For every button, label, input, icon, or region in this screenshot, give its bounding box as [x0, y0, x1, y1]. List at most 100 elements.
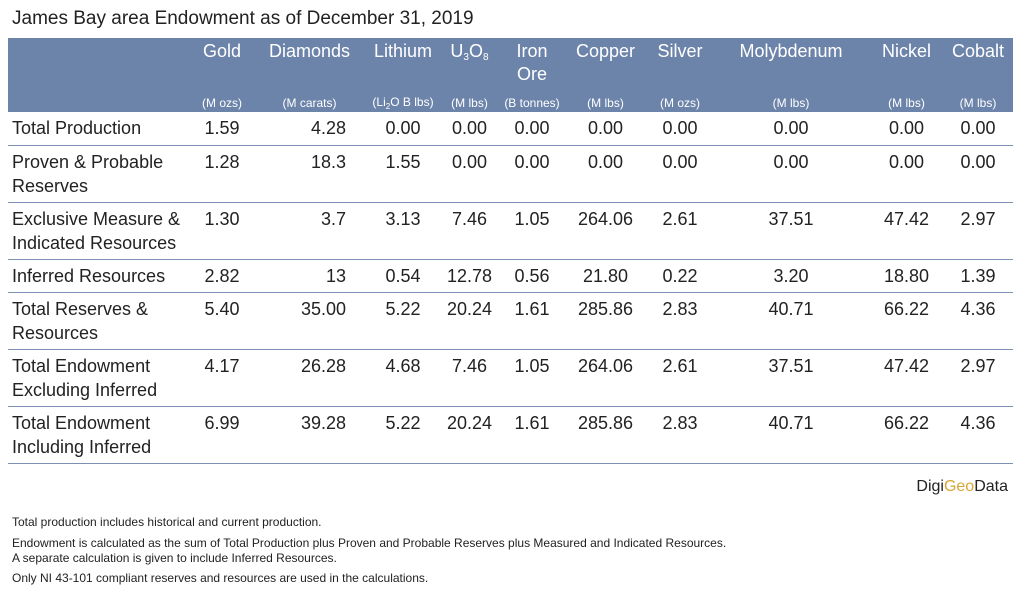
cell-iron-ore: 0.00	[501, 112, 563, 146]
cell-gold: 2.82	[193, 259, 251, 293]
footnote: A separate calculation is given to inclu…	[12, 551, 337, 565]
table-row: Total Endowment Including Inferred 6.99 39…	[8, 406, 1013, 464]
table-row: Total Reserves & Resources 5.40 35.00 5.22 2…	[8, 292, 1013, 350]
cell-nickel: 47.42	[870, 202, 943, 260]
digigeodata-logo: DigiGeoData	[916, 478, 1008, 495]
cell-diamonds: 3.7	[251, 202, 368, 260]
cell-copper: 285.86	[563, 406, 648, 464]
header-corner	[8, 38, 193, 92]
cell-molybdenum: 0.00	[712, 112, 870, 146]
cell-u3o8: 0.00	[438, 112, 501, 146]
cell-molybdenum: 3.20	[712, 259, 870, 293]
cell-iron-ore: 0.00	[501, 145, 563, 203]
cell-u3o8: 7.46	[438, 202, 501, 260]
unit-iron-ore: (B tonnes)	[501, 92, 563, 112]
footnote: Endowment is calculated as the sum of To…	[12, 536, 727, 550]
cell-lithium: 3.13	[368, 202, 438, 260]
unit-lithium: (Li2O B lbs)	[368, 92, 438, 112]
cell-nickel: 47.42	[870, 349, 943, 407]
cell-molybdenum: 0.00	[712, 145, 870, 203]
column-header-cobalt: Cobalt	[943, 38, 1013, 92]
cell-diamonds: 18.3	[251, 145, 368, 203]
cell-diamonds: 4.28	[251, 112, 368, 146]
unit-molybdenum: (M lbs)	[712, 92, 870, 112]
column-header-u3o8: U3O8	[438, 38, 501, 92]
table-body: Total Production 1.59 4.28 0.00 0.00 0.00 0.00…	[8, 112, 1013, 464]
column-header-iron-ore: Iron Ore	[501, 38, 563, 92]
cell-lithium: 5.22	[368, 292, 438, 350]
cell-silver: 0.00	[648, 112, 712, 146]
cell-lithium: 5.22	[368, 406, 438, 464]
cell-silver: 0.22	[648, 259, 712, 293]
cell-u3o8: 0.00	[438, 145, 501, 203]
cell-gold: 1.59	[193, 112, 251, 146]
cell-iron-ore: 1.05	[501, 349, 563, 407]
footnote: Only NI 43-101 compliant reserves and re…	[12, 571, 429, 585]
cell-copper: 0.00	[563, 145, 648, 203]
cell-nickel: 66.22	[870, 406, 943, 464]
cell-cobalt: 0.00	[943, 112, 1013, 146]
column-header-molybdenum: Molybdenum	[712, 38, 870, 92]
cell-cobalt: 4.36	[943, 292, 1013, 350]
footnote: Total production includes historical and…	[12, 515, 322, 529]
column-header-lithium: Lithium	[368, 38, 438, 92]
cell-cobalt: 4.36	[943, 406, 1013, 464]
cell-silver: 2.61	[648, 349, 712, 407]
cell-molybdenum: 40.71	[712, 292, 870, 350]
table-row: Total Production 1.59 4.28 0.00 0.00 0.00 0.00…	[8, 112, 1013, 146]
cell-diamonds: 13	[251, 259, 368, 293]
endowment-table: Gold Diamonds Lithium U3O8 Iron Ore Copp…	[8, 38, 1013, 464]
table-row: Exclusive Measure & Indicated Resources 1…	[8, 202, 1013, 260]
cell-lithium: 4.68	[368, 349, 438, 407]
unit-cobalt: (M lbs)	[943, 92, 1013, 112]
cell-cobalt: 2.97	[943, 349, 1013, 407]
cell-lithium: 0.54	[368, 259, 438, 293]
cell-cobalt: 2.97	[943, 202, 1013, 260]
row-label: Total Reserves & Resources	[8, 292, 193, 350]
cell-gold: 1.30	[193, 202, 251, 260]
cell-gold: 4.17	[193, 349, 251, 407]
cell-iron-ore: 1.05	[501, 202, 563, 260]
page-title: James Bay area Endowment as of December …	[12, 8, 474, 29]
cell-iron-ore: 1.61	[501, 292, 563, 350]
table-row: Inferred Resources 2.82 13 0.54 12.78 0.56 21.…	[8, 259, 1013, 293]
cell-copper: 0.00	[563, 112, 648, 146]
cell-molybdenum: 37.51	[712, 349, 870, 407]
cell-silver: 2.61	[648, 202, 712, 260]
cell-nickel: 66.22	[870, 292, 943, 350]
table-row: Total Endowment Excluding Inferred 4.17 26…	[8, 349, 1013, 407]
cell-diamonds: 26.28	[251, 349, 368, 407]
unit-u3o8: (M lbs)	[438, 92, 501, 112]
cell-nickel: 18.80	[870, 259, 943, 293]
table-row: Proven & Probable Reserves 1.28 18.3 1.55 0.…	[8, 145, 1013, 203]
cell-silver: 2.83	[648, 406, 712, 464]
cell-gold: 5.40	[193, 292, 251, 350]
cell-cobalt: 0.00	[943, 145, 1013, 203]
cell-lithium: 1.55	[368, 145, 438, 203]
column-header-nickel: Nickel	[870, 38, 943, 92]
column-header-diamonds: Diamonds	[251, 38, 368, 92]
row-label: Total Endowment Including Inferred	[8, 406, 193, 464]
cell-cobalt: 1.39	[943, 259, 1013, 293]
column-header-silver: Silver	[648, 38, 712, 92]
cell-gold: 1.28	[193, 145, 251, 203]
unit-corner	[8, 92, 193, 112]
row-label: Exclusive Measure & Indicated Resources	[8, 202, 193, 260]
column-header-copper: Copper	[563, 38, 648, 92]
cell-lithium: 0.00	[368, 112, 438, 146]
row-label: Total Production	[8, 112, 193, 146]
cell-diamonds: 35.00	[251, 292, 368, 350]
cell-gold: 6.99	[193, 406, 251, 464]
unit-copper: (M lbs)	[563, 92, 648, 112]
cell-copper: 285.86	[563, 292, 648, 350]
cell-copper: 264.06	[563, 202, 648, 260]
cell-u3o8: 7.46	[438, 349, 501, 407]
footnotes: Total production includes historical and…	[12, 515, 726, 592]
unit-diamonds: (M carats)	[251, 92, 368, 112]
cell-iron-ore: 1.61	[501, 406, 563, 464]
row-label: Inferred Resources	[8, 259, 193, 293]
cell-u3o8: 20.24	[438, 292, 501, 350]
cell-molybdenum: 40.71	[712, 406, 870, 464]
column-header-gold: Gold	[193, 38, 251, 92]
cell-diamonds: 39.28	[251, 406, 368, 464]
